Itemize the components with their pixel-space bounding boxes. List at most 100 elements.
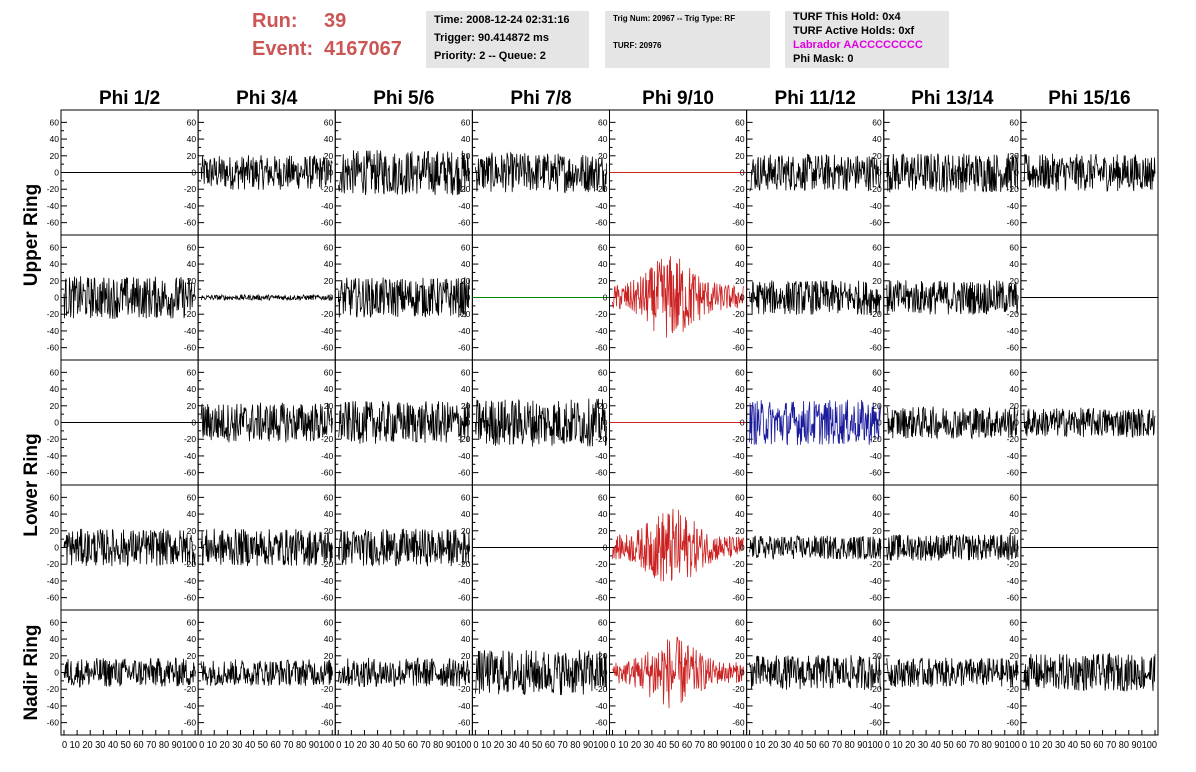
y-tick-label: 60 [187,617,197,627]
y-tick-label: -60 [595,218,608,228]
y-tick-label: -20 [595,434,608,444]
y-tick-label: -60 [184,218,197,228]
y-tick-label: 20 [735,401,745,411]
y-tick-label: -40 [47,451,60,461]
event-label: Event: [252,38,314,60]
y-tick-label: 40 [872,134,882,144]
y-tick-label: -60 [869,218,882,228]
waveform-trace [475,649,607,696]
y-tick-label: 40 [598,259,608,269]
y-tick-label: 20 [872,151,882,161]
y-tick-label: 0 [1014,543,1019,553]
y-tick-label: -20 [595,559,608,569]
x-tick-labels: 0 10 20 30 40 50 60 70 80 90100 [62,740,198,751]
y-tick-label: 40 [187,509,197,519]
column-header: Phi 15/16 [1048,88,1130,109]
y-tick-label: -60 [732,343,745,353]
trigger-text: Trigger: 90.414872 ms [434,32,549,44]
x-tick-labels: 0 10 20 30 40 50 60 70 80 90100 [611,740,747,751]
y-tick-label: 40 [872,259,882,269]
y-tick-label: 60 [1009,617,1019,627]
y-tick-label: -40 [869,326,882,336]
y-tick-label: 0 [191,418,196,428]
y-tick-label: -20 [321,559,334,569]
run-label: Run: [252,10,298,32]
y-tick-label: -20 [1007,309,1020,319]
y-tick-label: -40 [321,451,334,461]
y-tick-label: -20 [47,559,60,569]
phi-mask-text: Phi Mask: 0 [793,53,854,65]
y-tick-label: 60 [50,367,60,377]
y-tick-label: 60 [872,492,882,502]
y-tick-label: 60 [598,117,608,127]
y-tick-label: 0 [54,543,59,553]
y-tick-label: 60 [735,367,745,377]
y-tick-label: 0 [877,543,882,553]
y-tick-label: 20 [50,651,60,661]
y-tick-label: 60 [461,117,471,127]
y-tick-label: -20 [458,684,471,694]
y-tick-label: 0 [1014,668,1019,678]
waveform-trace [1023,652,1156,692]
y-tick-label: -40 [869,201,882,211]
y-tick-label: 40 [598,634,608,644]
y-tick-label: -20 [732,434,745,444]
y-tick-label: 40 [324,634,334,644]
y-tick-label: -20 [869,434,882,444]
y-tick-label: 0 [603,293,608,303]
y-tick-label: 0 [740,668,745,678]
y-tick-label: 60 [735,242,745,252]
y-tick-label: 60 [187,367,197,377]
y-tick-label: -40 [184,451,197,461]
waveform-trace [749,655,882,690]
y-tick-label: -40 [321,201,334,211]
y-tick-label: 60 [872,242,882,252]
y-tick-label: -20 [732,559,745,569]
y-tick-label: 0 [191,168,196,178]
y-tick-label: -40 [458,201,471,211]
y-tick-label: 60 [872,117,882,127]
y-tick-label: -20 [184,309,197,319]
ring-label: Upper Ring [21,184,42,286]
y-tick-label: -60 [321,718,334,728]
y-tick-label: 20 [187,526,197,536]
labrador-text: Labrador AACCCCCCCC [793,39,923,51]
y-tick-label: 60 [187,492,197,502]
turf-this-hold-text: TURF This Hold: 0x4 [793,11,901,23]
y-tick-label: 20 [324,276,334,286]
y-tick-label: 60 [1009,117,1019,127]
y-tick-label: 40 [598,134,608,144]
y-tick-label: -60 [595,343,608,353]
y-tick-label: 20 [461,276,471,286]
y-tick-label: -40 [458,576,471,586]
column-header: Phi 1/2 [99,88,160,109]
y-tick-label: 0 [603,168,608,178]
column-header: Phi 11/12 [775,88,856,109]
y-tick-label: 60 [324,242,334,252]
y-tick-label: 20 [1009,401,1019,411]
y-tick-label: 60 [50,117,60,127]
y-tick-label: 60 [324,367,334,377]
y-tick-label: -60 [321,593,334,603]
y-tick-label: -20 [47,184,60,194]
y-tick-label: 0 [1014,418,1019,428]
y-tick-label: -40 [458,326,471,336]
y-tick-label: -60 [184,718,197,728]
y-tick-label: -60 [869,718,882,728]
y-tick-label: 40 [187,384,197,394]
y-tick-label: 40 [735,134,745,144]
y-tick-label: -40 [732,576,745,586]
y-tick-label: 0 [877,668,882,678]
y-tick-label: 20 [598,651,608,661]
waveform-trace [200,402,333,443]
y-tick-label: 60 [598,367,608,377]
y-tick-label: 40 [50,384,60,394]
turf-info-panel: TURF This Hold: 0x4 TURF Active Holds: 0… [785,11,949,68]
y-tick-label: -40 [869,701,882,711]
y-tick-label: 60 [187,242,197,252]
y-tick-label: -40 [184,701,197,711]
y-tick-label: 0 [603,418,608,428]
waveform-trace [337,401,470,444]
y-tick-label: -40 [184,326,197,336]
y-tick-label: 0 [740,543,745,553]
